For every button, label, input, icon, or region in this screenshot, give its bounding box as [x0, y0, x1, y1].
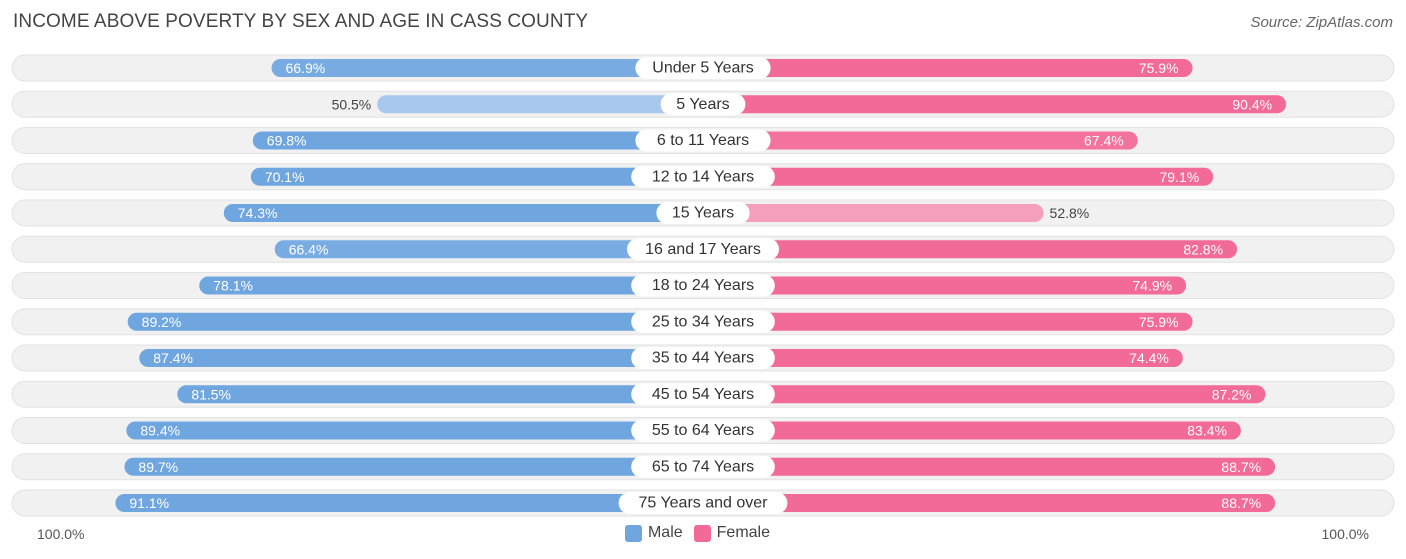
female-value-label: 75.9%: [1139, 314, 1179, 330]
male-bar: [115, 494, 703, 512]
male-value-label: 50.5%: [332, 96, 372, 112]
category-pill: [631, 455, 775, 478]
female-bar: [703, 349, 1183, 367]
male-swatch: [624, 524, 642, 542]
male-value-label: 91.1%: [129, 495, 169, 511]
male-bar: [252, 131, 704, 150]
male-value-label: 78.1%: [213, 278, 253, 294]
male-value-label: 89.4%: [140, 423, 180, 439]
male-bar: [223, 204, 703, 222]
legend-item-male: Male: [624, 524, 683, 542]
category-label: 18 to 24 Years: [652, 277, 754, 294]
female-value-label: 87.2%: [1212, 386, 1252, 402]
female-bar: [703, 167, 1214, 186]
bar-chart: 66.9% 75.9% Under 5 Years 50.5% 90.4% 5 Years…: [11, 54, 1395, 517]
female-value-label: 83.4%: [1187, 423, 1227, 439]
male-value-label: 66.4%: [289, 241, 329, 257]
male-value-label: 69.8%: [267, 133, 307, 149]
legend: Male Female: [0, 524, 1406, 542]
male-bar: [126, 421, 704, 440]
category-label: 65 to 74 Years: [652, 458, 754, 475]
female-value-label: 74.4%: [1129, 350, 1169, 366]
male-value-label: 81.5%: [191, 386, 231, 402]
female-bar: [703, 385, 1266, 404]
category-pill: [635, 129, 771, 152]
female-bar: [703, 204, 1044, 222]
category-label: Under 5 Years: [652, 60, 753, 77]
female-bar: [703, 240, 1238, 259]
category-label: 5 Years: [676, 96, 729, 113]
category-pill: [660, 93, 746, 116]
male-value-label: 74.3%: [238, 205, 278, 221]
female-bar: [703, 457, 1276, 476]
category-pill: [631, 310, 775, 333]
female-value-label: 52.8%: [1050, 205, 1090, 221]
female-value-label: 88.7%: [1221, 459, 1261, 475]
category-label: 12 to 14 Years: [652, 168, 754, 185]
source-label: Source: ZipAtlas.com: [1250, 14, 1393, 31]
male-bar: [177, 385, 703, 404]
female-value-label: 82.8%: [1183, 241, 1223, 257]
category-label: 75 Years and over: [639, 495, 769, 512]
male-value-label: 66.9%: [285, 60, 325, 76]
male-value-label: 89.7%: [138, 459, 178, 475]
male-bar: [199, 276, 703, 295]
category-pill: [631, 274, 775, 297]
category-label: 55 to 64 Years: [652, 422, 754, 439]
category-pill: [631, 419, 775, 442]
female-bar: [703, 312, 1193, 331]
female-value-label: 67.4%: [1084, 133, 1124, 149]
axis-left-label: 100.0%: [37, 526, 85, 542]
male-bar: [250, 167, 704, 186]
female-bar: [703, 494, 1276, 512]
male-bar: [271, 59, 703, 77]
female-swatch: [693, 524, 711, 542]
female-bar: [703, 276, 1187, 295]
male-value-label: 87.4%: [153, 350, 193, 366]
male-value-label: 70.1%: [265, 169, 305, 185]
category-label: 16 and 17 Years: [645, 241, 761, 258]
female-bar: [703, 131, 1138, 150]
category-pill: [656, 202, 750, 224]
female-bar: [703, 421, 1241, 440]
female-value-label: 74.9%: [1132, 278, 1172, 294]
legend-female-label: Female: [716, 524, 771, 541]
female-value-label: 90.4%: [1232, 96, 1272, 112]
male-bar: [139, 349, 703, 367]
female-value-label: 75.9%: [1139, 60, 1179, 76]
category-pill: [627, 238, 779, 261]
female-bar: [703, 95, 1287, 114]
legend-item-female: Female: [693, 524, 771, 542]
axis-right-label: 100.0%: [1321, 526, 1369, 542]
male-bar: [274, 240, 703, 259]
category-pill: [635, 57, 771, 79]
female-value-label: 88.7%: [1221, 495, 1261, 511]
category-label: 6 to 11 Years: [657, 132, 749, 149]
category-pill: [618, 492, 788, 514]
category-label: 25 to 34 Years: [652, 313, 754, 330]
female-value-label: 79.1%: [1159, 169, 1199, 185]
male-bar: [127, 312, 703, 331]
female-bar: [703, 59, 1193, 77]
legend-male-label: Male: [647, 524, 683, 541]
category-pill: [631, 383, 775, 406]
category-pill: [631, 347, 775, 369]
male-value-label: 89.2%: [142, 314, 182, 330]
category-pill: [631, 165, 775, 188]
category-label: 35 to 44 Years: [652, 350, 754, 367]
chart-title: INCOME ABOVE POVERTY BY SEX AND AGE IN C…: [13, 11, 589, 32]
category-label: 45 to 54 Years: [652, 386, 754, 403]
male-bar: [377, 95, 703, 114]
category-label: 15 Years: [672, 205, 734, 222]
male-bar: [124, 457, 703, 476]
